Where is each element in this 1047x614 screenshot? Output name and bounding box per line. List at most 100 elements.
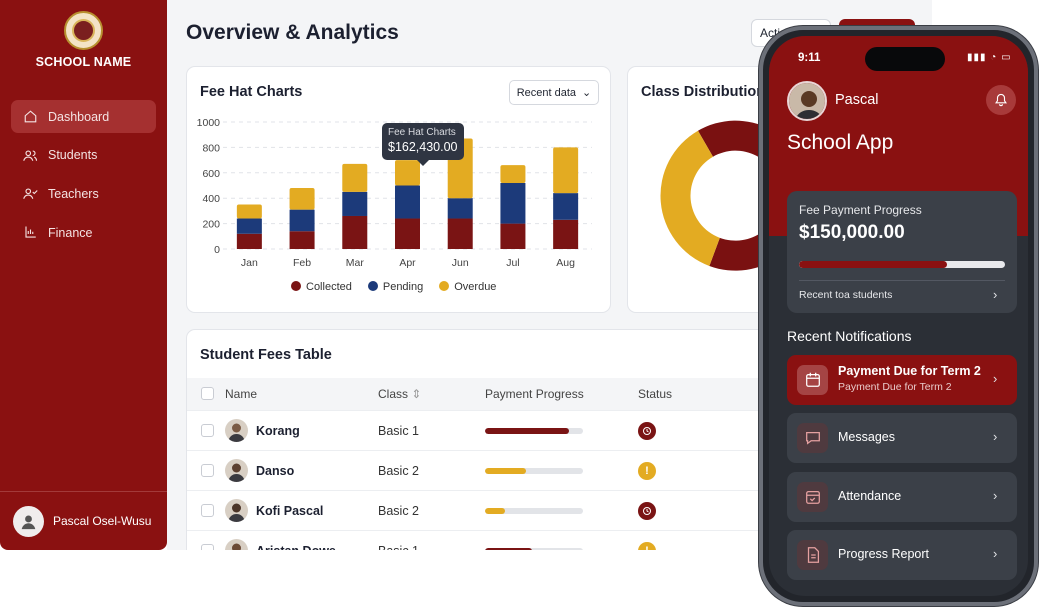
tooltip-value: $162,430.00 (388, 140, 458, 154)
legend-label: Pending (382, 281, 424, 293)
bar-overdue-mar[interactable] (342, 163, 368, 192)
chevron-right-icon[interactable]: › (993, 487, 998, 503)
y-tick-label: 0 (214, 244, 220, 256)
legend-collected: Collected (291, 281, 352, 293)
sort-icon: ⇕ (411, 387, 422, 401)
bar-pending-mar[interactable] (342, 191, 368, 216)
chart-legend: Collected Pending Overdue (291, 281, 496, 293)
table-title: Student Fees Table (200, 347, 332, 363)
x-tick-label: Jan (241, 257, 258, 269)
users-icon (23, 150, 38, 161)
col-name[interactable]: Name (225, 387, 258, 401)
notification-label: Messages (838, 430, 895, 445)
table-row[interactable]: Danso Basic 2! (187, 450, 767, 490)
legend-label: Overdue (454, 281, 497, 293)
row-checkbox[interactable] (201, 464, 214, 477)
col-status[interactable]: Status (638, 387, 673, 401)
student-avatar (225, 499, 248, 522)
home-icon (24, 110, 37, 123)
bell-icon[interactable] (986, 85, 1016, 115)
student-name[interactable]: Korang (256, 424, 300, 438)
bar-collected-jan[interactable] (236, 233, 262, 249)
table-row[interactable]: Kofi Pascal Basic 2 (187, 490, 767, 530)
bar-overdue-aug[interactable] (553, 147, 579, 194)
sidebar-item-students[interactable]: Students (11, 139, 156, 172)
bar-collected-jul[interactable] (500, 223, 526, 249)
bar-overdue-jul[interactable] (500, 165, 526, 183)
notification-progress-report[interactable]: Progress Report › (787, 529, 1017, 580)
legend-pending: Pending (367, 281, 424, 293)
chart-tooltip: Fee Hat Charts $162,430.00 (382, 123, 464, 166)
col-progress[interactable]: Payment Progress (485, 387, 584, 401)
bar-pending-jul[interactable] (500, 182, 526, 224)
x-tick-label: Apr (399, 257, 416, 269)
row-checkbox[interactable] (201, 424, 214, 437)
bar-overdue-jan[interactable] (236, 204, 262, 219)
clock-icon (638, 422, 656, 440)
chevron-right-icon[interactable]: › (993, 545, 998, 561)
bar-overdue-apr[interactable] (395, 160, 420, 186)
user-check-icon (23, 188, 38, 200)
student-avatar (225, 419, 248, 442)
school-name: SCHOOL NAME (35, 55, 132, 69)
calendar-icon (797, 365, 828, 395)
select-all-checkbox[interactable] (201, 387, 214, 400)
user-name: Pascal Osel-Wusu (53, 514, 152, 528)
bar-collected-jun[interactable] (447, 218, 473, 249)
bar-pending-apr[interactable] (395, 185, 420, 219)
bar-overdue-feb[interactable] (289, 188, 315, 210)
bar-collected-feb[interactable] (289, 231, 315, 249)
alert-icon: ! (638, 542, 656, 550)
sidebar-item-dashboard[interactable]: Dashboard (11, 100, 156, 133)
notification-label: Payment Due for Term 2 (838, 364, 981, 378)
student-class: Basic 1 (378, 424, 419, 438)
table-row[interactable]: Aristan Dowe Basic 1! (187, 530, 767, 550)
payment-progress-bar (485, 508, 583, 514)
fee-progress-card[interactable]: Fee Payment Progress $150,000.00 Recent … (787, 191, 1017, 313)
report-icon (797, 539, 828, 570)
notification-attendance[interactable]: Attendance › (787, 471, 1017, 522)
row-checkbox[interactable] (201, 544, 214, 550)
sidebar-item-label: Finance (48, 225, 93, 240)
student-name[interactable]: Kofi Pascal (256, 504, 324, 518)
bar-pending-feb[interactable] (289, 209, 315, 232)
notification-label: Attendance (838, 488, 902, 503)
sidebar-item-label: Students (48, 148, 98, 163)
y-tick-label: 1000 (197, 117, 221, 129)
student-name[interactable]: Aristan Dowe (256, 544, 336, 550)
bar-pending-aug[interactable] (553, 193, 579, 220)
fee-bar-chart: 0 200 400 600 800 1000 Jan Feb Mar Apr Jun Jul Aug (197, 117, 592, 269)
notifications-title: Recent Notifications (787, 328, 912, 344)
chevron-right-icon[interactable]: › (993, 371, 998, 386)
app-title: School App (787, 131, 894, 154)
sidebar-user[interactable]: Pascal Osel-Wusu (0, 491, 167, 550)
row-checkbox[interactable] (201, 504, 214, 517)
notification-messages[interactable]: Messages › (787, 413, 1017, 464)
progress-card-footer: Recent toa students (799, 289, 893, 301)
donut-slice[interactable] (633, 130, 759, 275)
bar-collected-apr[interactable] (395, 218, 420, 249)
phone-avatar[interactable] (787, 81, 827, 121)
table-row[interactable]: Korang Basic 1 (187, 410, 767, 450)
sidebar: SCHOOL NAME Dashboard Students Teachers Fin… (0, 0, 167, 550)
student-name[interactable]: Danso (256, 464, 295, 478)
sidebar-item-teachers[interactable]: Teachers (11, 177, 156, 210)
sidebar-item-finance[interactable]: Finance (11, 216, 156, 249)
notification-payment-due-for-term-2[interactable]: Payment Due for Term 2 Payment Due for Te… (787, 355, 1017, 405)
chevron-right-icon[interactable]: › (993, 429, 998, 445)
legend-label: Collected (306, 281, 352, 293)
col-class[interactable]: Class ⇕ (378, 387, 422, 401)
bar-collected-aug[interactable] (553, 219, 579, 249)
recent-data-dropdown[interactable]: Recent data ⌄ (509, 80, 599, 105)
bar-pending-jun[interactable] (447, 198, 473, 219)
progress-card-amount: $150,000.00 (799, 222, 905, 243)
bar-pending-jan[interactable] (236, 218, 262, 234)
chevron-down-icon: ⌄ (582, 87, 592, 99)
bar-collected-mar[interactable] (342, 215, 368, 249)
dropdown-label: Recent data (516, 86, 577, 99)
class-distribution-title: Class Distribution (641, 84, 766, 100)
payment-progress-bar (485, 548, 583, 550)
chevron-right-icon[interactable]: › (993, 287, 998, 302)
y-tick-label: 600 (202, 168, 220, 180)
x-tick-label: Jul (506, 257, 519, 269)
